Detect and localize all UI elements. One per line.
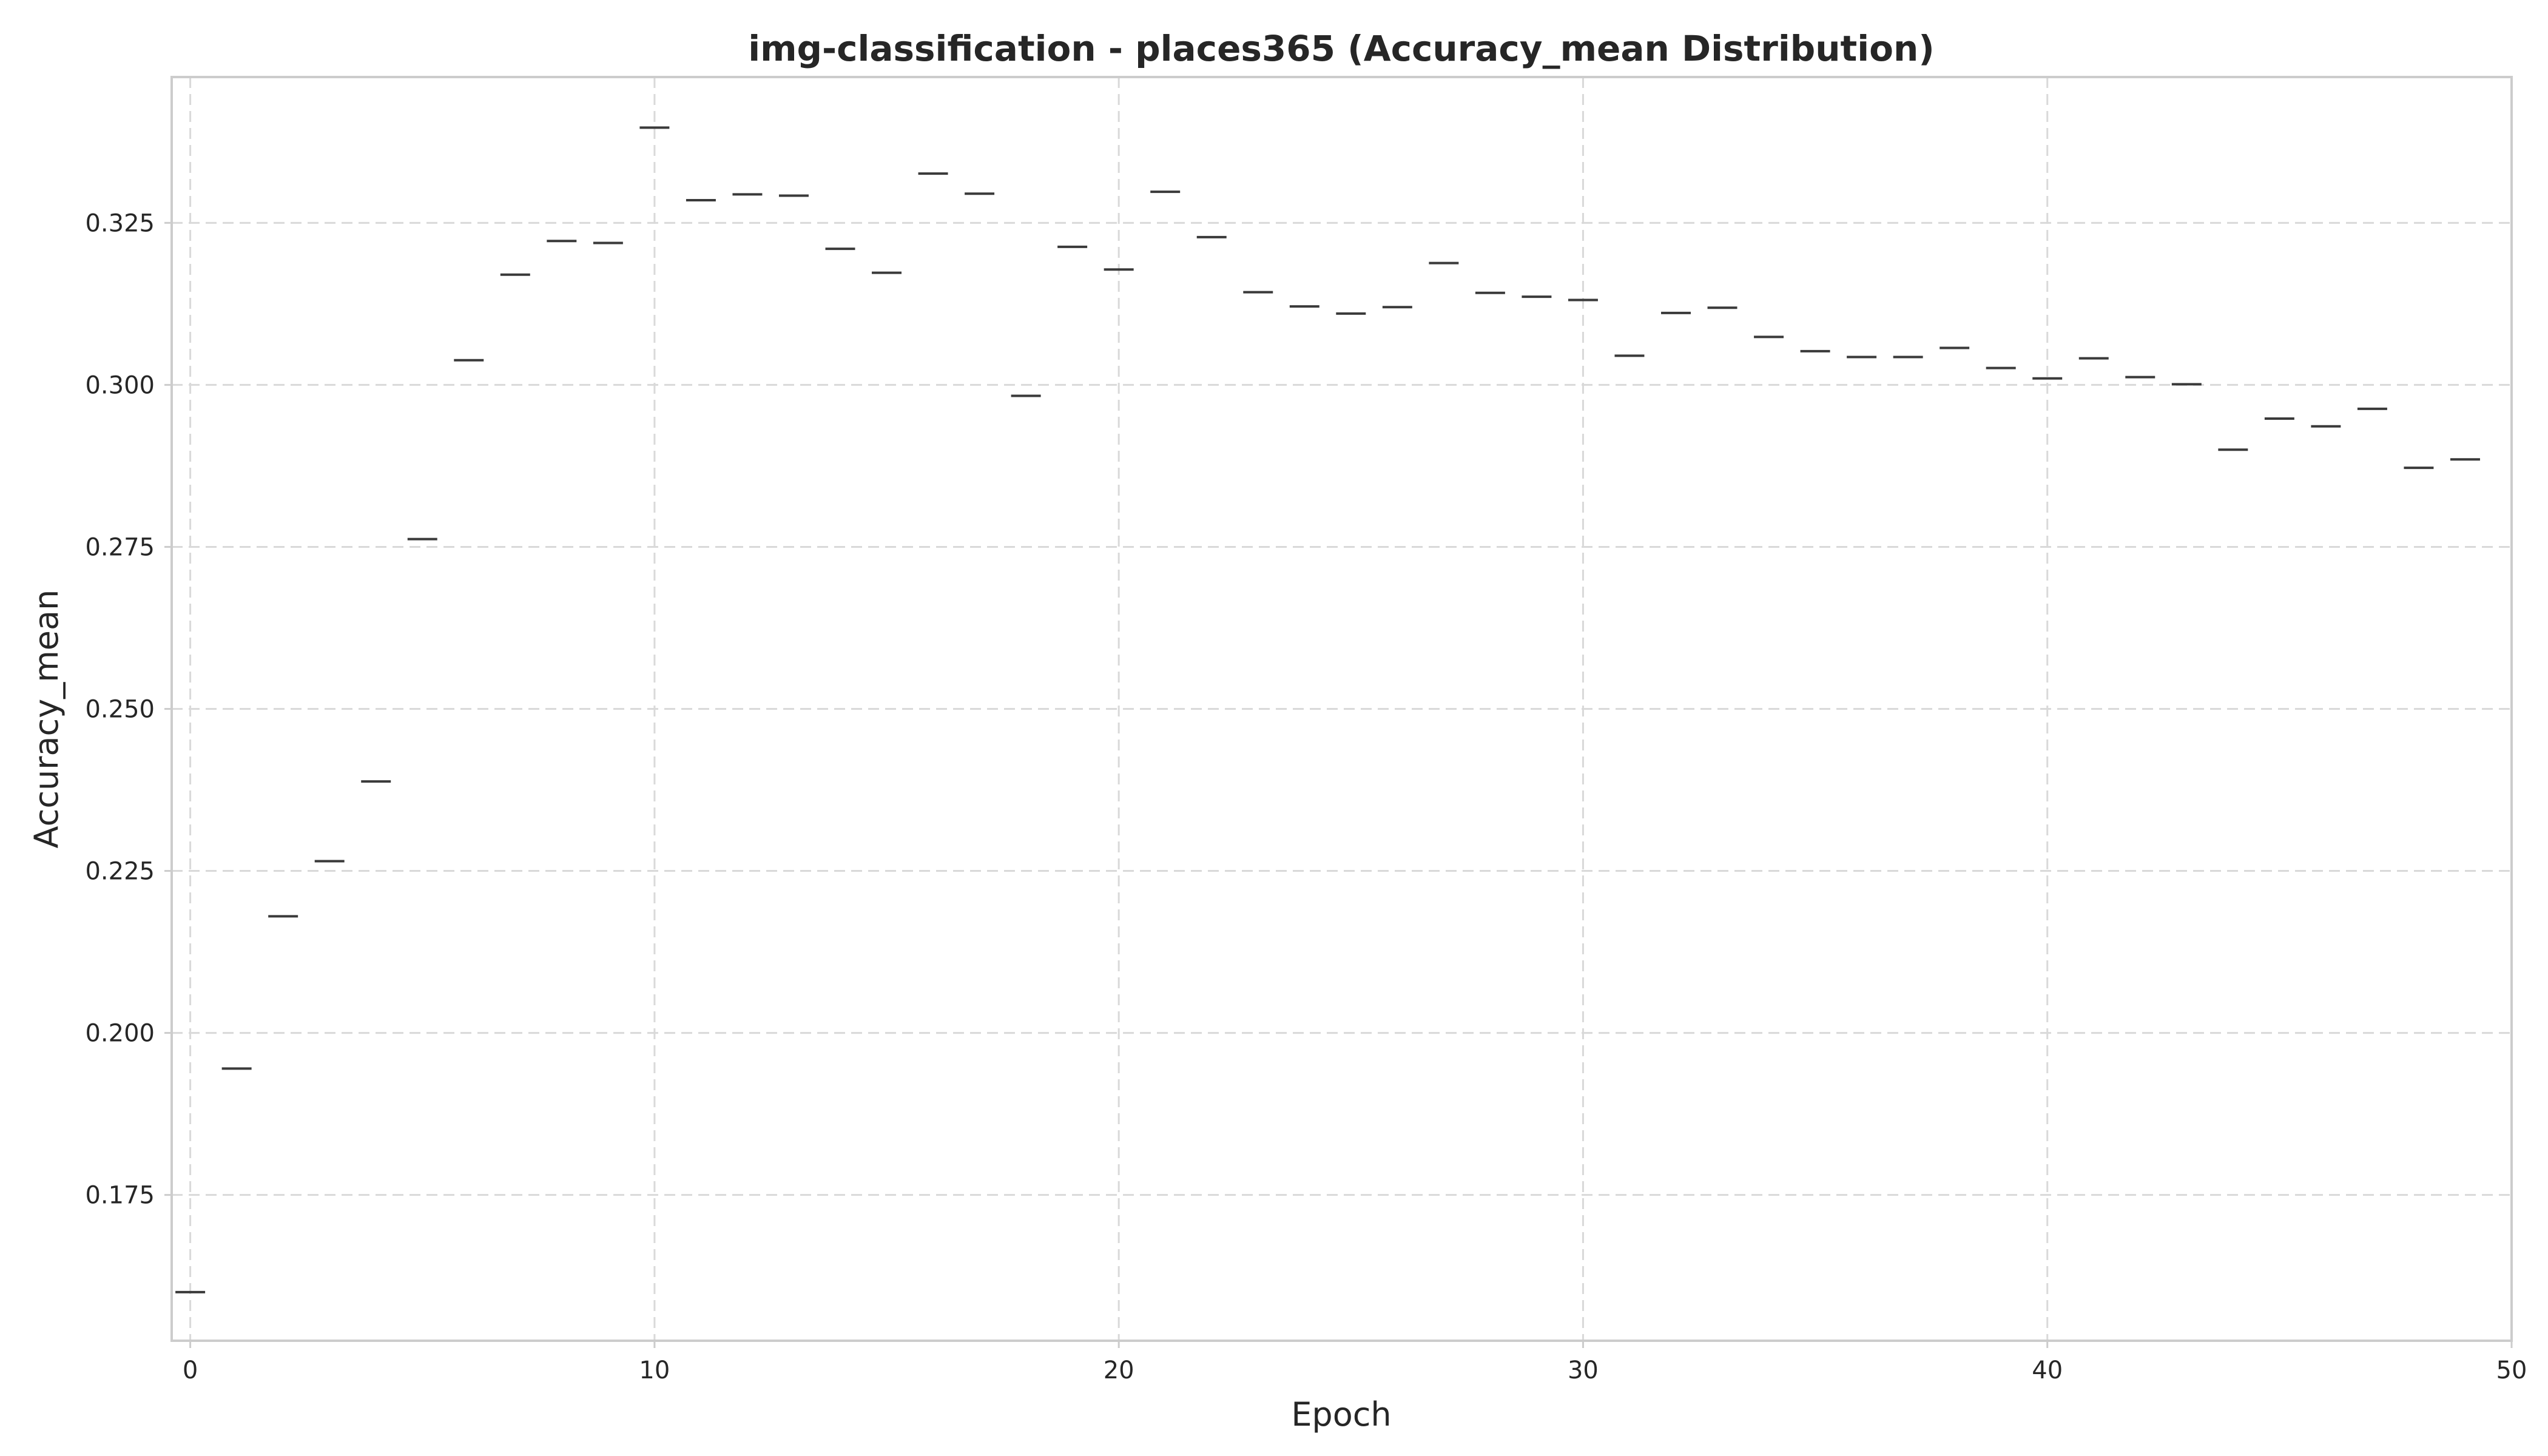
x-tick-label: 30 <box>1568 1357 1599 1384</box>
y-tick-label: 0.225 <box>85 858 155 886</box>
x-tick-label: 10 <box>639 1357 670 1384</box>
plot-frame <box>170 76 2513 1342</box>
y-tick-label: 0.325 <box>85 209 155 237</box>
x-axis-label: Epoch <box>1291 1395 1391 1434</box>
x-tick-label: 50 <box>2496 1357 2527 1384</box>
y-tick-labels: 0.175 0.200 0.225 0.250 0.275 0.300 0.325 <box>85 209 155 1209</box>
y-tick-label: 0.275 <box>85 533 155 561</box>
y-tick-label: 0.200 <box>85 1020 155 1048</box>
x-tick-label: 0 <box>183 1357 198 1384</box>
y-tick-label: 0.300 <box>85 371 155 399</box>
y-tick-label: 0.250 <box>85 696 155 724</box>
y-axis-label: Accuracy_mean <box>27 590 66 849</box>
chart-title: img-classification - places365 (Accuracy… <box>748 28 1935 69</box>
x-tick-label: 20 <box>1104 1357 1134 1384</box>
x-tick-labels: 0 10 20 30 40 50 <box>183 1357 2527 1384</box>
marks-layer <box>175 126 2480 1293</box>
x-tick-label: 40 <box>2032 1357 2063 1384</box>
y-tick-label: 0.175 <box>85 1182 155 1210</box>
